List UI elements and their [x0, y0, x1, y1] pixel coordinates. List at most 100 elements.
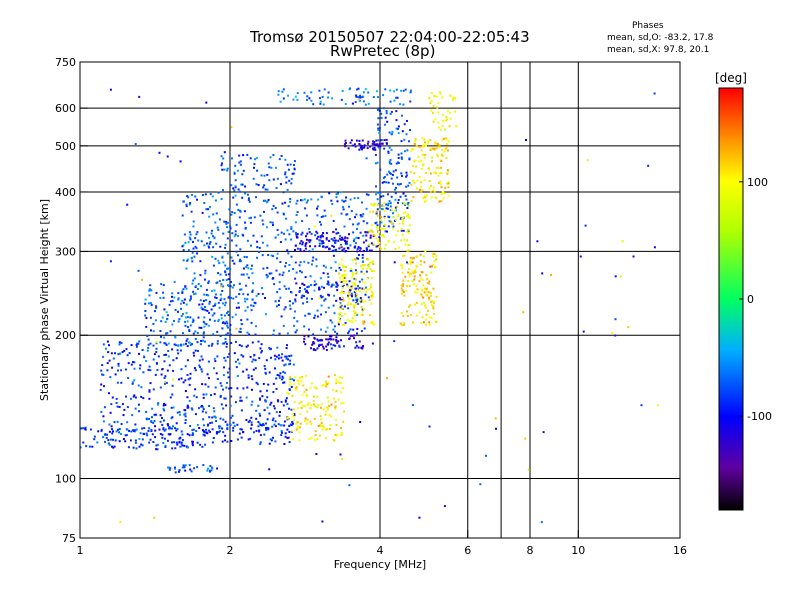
- echo-point: [354, 290, 357, 293]
- echo-point: [238, 432, 241, 435]
- echo-point: [294, 331, 297, 334]
- x-tick-label: 2: [227, 544, 234, 557]
- echo-point: [102, 420, 105, 423]
- echo-point: [335, 285, 338, 288]
- echo-point: [248, 217, 251, 220]
- echo-point: [355, 95, 358, 98]
- echo-point: [271, 419, 274, 422]
- echo-point: [424, 250, 427, 253]
- echo-point: [393, 261, 396, 264]
- echo-point: [237, 358, 239, 361]
- echo-point: [382, 195, 385, 197]
- echo-point: [294, 310, 296, 313]
- echo-point: [313, 417, 316, 420]
- echo-point: [322, 215, 325, 218]
- echo-point: [295, 235, 298, 238]
- echo-point: [225, 386, 228, 389]
- echo-point: [285, 176, 288, 179]
- echo-point: [93, 438, 96, 441]
- echo-point: [332, 304, 335, 307]
- echo-point: [239, 258, 242, 261]
- echo-point: [383, 123, 386, 126]
- echo-point: [155, 362, 158, 364]
- echo-point: [339, 311, 342, 314]
- echo-point: [305, 290, 308, 293]
- echo-point: [214, 386, 217, 389]
- echo-point: [127, 362, 130, 365]
- echo-point: [348, 320, 351, 323]
- echo-point: [346, 303, 349, 306]
- echo-point: [282, 212, 285, 215]
- echo-point: [224, 270, 227, 273]
- echo-point: [295, 428, 298, 431]
- echo-point: [225, 404, 228, 407]
- echo-point: [134, 143, 137, 145]
- echo-point: [222, 407, 225, 410]
- echo-point: [178, 411, 181, 413]
- echo-point: [357, 98, 360, 101]
- echo-point: [295, 233, 298, 236]
- echo-point: [167, 350, 170, 352]
- echo-point: [167, 466, 170, 469]
- echo-point: [406, 249, 409, 252]
- echo-point: [242, 267, 245, 270]
- echo-point: [335, 336, 338, 339]
- echo-point: [126, 354, 129, 357]
- echo-point: [326, 396, 329, 399]
- echo-point: [371, 270, 374, 273]
- echo-point: [373, 270, 375, 272]
- echo-point: [446, 172, 449, 175]
- echo-point: [232, 196, 235, 199]
- echo-point: [353, 334, 356, 337]
- echo-point: [111, 396, 114, 399]
- echo-point: [433, 300, 436, 303]
- echo-point: [358, 340, 361, 343]
- echo-point: [332, 239, 335, 242]
- echo-point: [400, 287, 403, 290]
- echo-point: [105, 436, 108, 439]
- echo-point: [428, 321, 431, 324]
- echo-point: [440, 193, 443, 196]
- echo-point: [220, 283, 223, 286]
- echo-point: [275, 187, 278, 189]
- echo-point: [294, 386, 297, 389]
- echo-point: [427, 140, 430, 142]
- echo-point: [225, 345, 228, 348]
- echo-point: [439, 166, 442, 169]
- echo-point: [217, 301, 220, 304]
- echo-point: [381, 181, 384, 184]
- echo-point: [232, 421, 235, 424]
- echo-point: [432, 307, 435, 310]
- echo-point: [422, 321, 425, 324]
- echo-point: [441, 113, 444, 116]
- echo-point: [250, 416, 253, 419]
- echo-point: [117, 353, 120, 356]
- echo-point: [186, 259, 189, 262]
- echo-point: [143, 427, 146, 430]
- echo-point: [390, 195, 393, 198]
- echo-point: [406, 315, 409, 318]
- echo-point: [433, 171, 436, 174]
- echo-point: [264, 199, 267, 202]
- legend-title: Phases: [632, 21, 664, 31]
- echo-point: [308, 313, 311, 316]
- echo-point: [311, 259, 314, 262]
- echo-point: [251, 378, 254, 381]
- echo-point: [284, 363, 287, 366]
- echo-point: [256, 169, 259, 172]
- echo-point: [165, 353, 167, 356]
- echo-point: [252, 368, 255, 371]
- echo-point: [219, 299, 222, 302]
- echo-point: [401, 233, 404, 236]
- echo-point: [152, 330, 155, 333]
- echo-point: [355, 94, 358, 97]
- echo-point: [196, 441, 199, 444]
- echo-point: [335, 418, 338, 421]
- echo-point: [286, 188, 289, 191]
- echo-point: [385, 181, 388, 184]
- echo-point: [280, 430, 283, 433]
- echo-point: [357, 87, 360, 90]
- echo-point: [341, 199, 344, 202]
- echo-point: [414, 140, 417, 143]
- echo-point: [344, 242, 347, 245]
